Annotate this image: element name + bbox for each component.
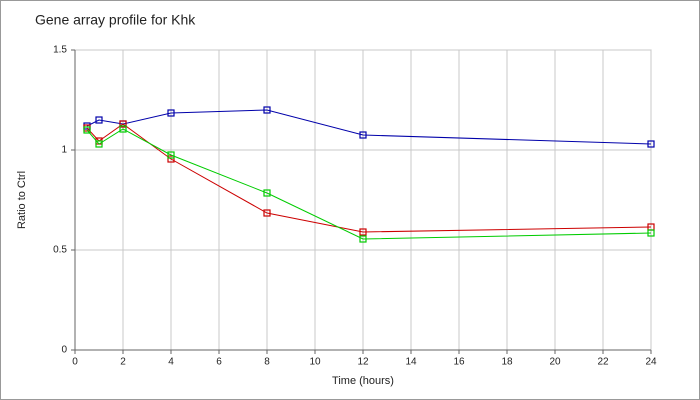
x-tick-label: 8 — [264, 357, 270, 368]
y-tick-label: 1.5 — [53, 45, 67, 56]
x-tick-label: 20 — [549, 357, 561, 368]
data-point — [647, 140, 655, 148]
x-tick-label: 6 — [216, 357, 222, 368]
data-point — [359, 235, 367, 243]
series-line — [86, 109, 652, 145]
data-point — [359, 131, 367, 139]
x-tick-label: 0 — [72, 357, 78, 368]
data-point — [263, 209, 271, 217]
y-tick-label: 0.5 — [53, 245, 67, 256]
x-tick-label: 2 — [120, 357, 126, 368]
y-axis-title: Ratio to Ctrl — [16, 171, 28, 229]
data-point — [359, 228, 367, 236]
data-point — [167, 155, 175, 163]
data-point — [647, 229, 655, 237]
data-point — [167, 109, 175, 117]
x-tick-label: 10 — [309, 357, 321, 368]
data-point — [263, 189, 271, 197]
data-point — [95, 140, 103, 148]
x-tick-label: 18 — [501, 357, 513, 368]
x-axis-title: Time (hours) — [332, 375, 394, 387]
x-tick-label: 14 — [405, 357, 417, 368]
data-point — [119, 120, 127, 128]
x-tick-label: 4 — [168, 357, 174, 368]
x-tick-label: 24 — [645, 357, 657, 368]
y-tick-label: 1 — [61, 145, 67, 156]
data-point — [95, 116, 103, 124]
data-point — [83, 126, 91, 134]
x-tick-label: 16 — [453, 357, 465, 368]
data-point — [119, 125, 127, 133]
data-point — [167, 151, 175, 159]
chart-title: Gene array profile for Khk — [35, 12, 196, 28]
x-tick-label: 22 — [597, 357, 609, 368]
data-point — [263, 106, 271, 114]
y-tick-label: 0 — [61, 345, 67, 356]
series-line — [86, 128, 652, 240]
x-tick-label: 12 — [357, 357, 369, 368]
